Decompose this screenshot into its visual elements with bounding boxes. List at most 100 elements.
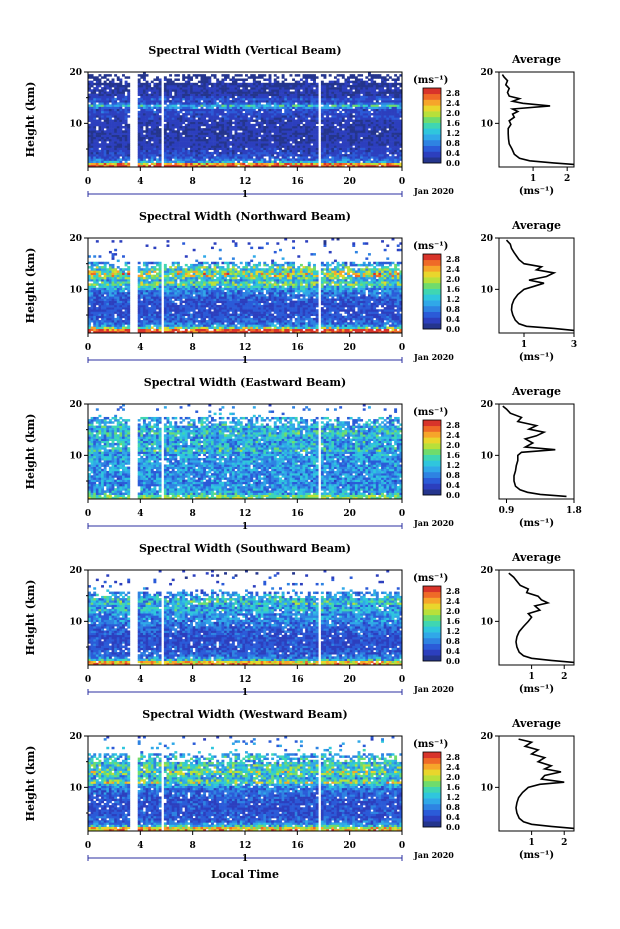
heatmap-cell xyxy=(263,93,267,97)
heatmap-cell xyxy=(195,76,199,79)
heatmap-cell xyxy=(247,100,251,103)
heatmap-cell xyxy=(386,78,390,81)
heatmap-cell xyxy=(294,119,298,122)
heatmap-cell xyxy=(174,164,178,168)
heatmap-cell xyxy=(111,141,115,144)
heatmap-cell xyxy=(388,87,392,90)
average-x-tick-label: 1 xyxy=(530,174,536,184)
heatmap-cell xyxy=(197,328,201,332)
heatmap-cell xyxy=(103,141,107,144)
heatmap-cell xyxy=(279,141,282,144)
heatmap-cell xyxy=(182,121,186,125)
heatmap-cell xyxy=(150,136,154,140)
heatmap-cell xyxy=(339,110,343,114)
heatmap-cell xyxy=(166,145,170,148)
heatmap-cell xyxy=(197,119,201,122)
heatmap-cell xyxy=(375,154,379,157)
heatmap-cell xyxy=(396,123,400,127)
heatmap-cell xyxy=(357,78,361,81)
heatmap-cell xyxy=(292,91,296,94)
heatmap-cell xyxy=(352,80,356,84)
heatmap-cell xyxy=(391,95,395,99)
heatmap-cell xyxy=(396,326,400,329)
heatmap-cell xyxy=(292,119,296,122)
heatmap-cell xyxy=(265,149,269,153)
heatmap-cell xyxy=(182,113,186,116)
heatmap-cell xyxy=(260,154,264,157)
heatmap-cell xyxy=(310,115,314,118)
heatmap-cell xyxy=(216,132,220,135)
heatmap-cell xyxy=(370,100,374,103)
heatmap-cell xyxy=(354,132,358,135)
heatmap-cell xyxy=(95,324,99,327)
heatmap-cell xyxy=(258,82,261,86)
heatmap-cell xyxy=(336,326,340,329)
heatmap-cell xyxy=(268,154,272,157)
heatmap-cell xyxy=(250,128,254,131)
heatmap-cell xyxy=(111,158,115,161)
heatmap-cell xyxy=(320,130,324,133)
heatmap-cell xyxy=(328,138,332,142)
heatmap-cell xyxy=(245,160,248,163)
heatmap-cell xyxy=(281,330,285,334)
heatmap-cell xyxy=(229,113,233,116)
heatmap-cell xyxy=(328,151,332,155)
heatmap-cell xyxy=(347,108,350,112)
heatmap-cell xyxy=(101,102,104,105)
heatmap-cell xyxy=(320,100,324,103)
heatmap-cell xyxy=(158,158,162,161)
heatmap-cell xyxy=(242,113,246,116)
colorbar-frame xyxy=(422,87,442,164)
heatmap-cell xyxy=(365,80,369,84)
heatmap-cell xyxy=(142,97,146,101)
heatmap-cell xyxy=(116,95,120,99)
heatmap-cell xyxy=(271,324,275,327)
heatmap-cell xyxy=(221,145,225,148)
heatmap-cell xyxy=(396,78,400,81)
heatmap-cell xyxy=(226,87,230,90)
heatmap-cell xyxy=(90,121,94,125)
heatmap-cell xyxy=(226,100,230,103)
heatmap-cell xyxy=(182,326,186,329)
heatmap-cell xyxy=(145,100,149,103)
heatmap-cell xyxy=(386,119,390,122)
heatmap-cell xyxy=(381,104,384,107)
heatmap-cell xyxy=(378,330,382,334)
heatmap-cell xyxy=(200,128,204,131)
heatmap-cell xyxy=(95,104,99,107)
heatmap-cell xyxy=(386,113,390,116)
heatmap-cell xyxy=(265,97,269,101)
heatmap-cell xyxy=(341,119,345,122)
heatmap-cell xyxy=(341,82,345,86)
heatmap-cell xyxy=(111,149,115,153)
heatmap-cell xyxy=(116,84,120,88)
heatmap-cell xyxy=(252,119,256,122)
heatmap-cell xyxy=(142,164,146,168)
y-tick-label: 20 xyxy=(69,68,82,78)
heatmap-cell xyxy=(153,115,157,118)
heatmap-cell xyxy=(145,136,149,140)
heatmap-cell xyxy=(231,78,235,81)
heatmap-cell xyxy=(106,115,110,118)
heatmap-cell xyxy=(386,326,390,329)
heatmap-cell xyxy=(375,130,379,133)
heatmap-cell xyxy=(367,151,371,155)
heatmap-cell xyxy=(357,324,361,327)
heatmap-cell xyxy=(336,78,340,81)
heatmap-cell xyxy=(258,115,261,118)
heatmap-cell xyxy=(265,87,269,90)
heatmap-cell xyxy=(394,87,398,90)
heatmap-cell xyxy=(315,160,319,163)
heatmap-cell xyxy=(239,149,243,153)
heatmap-cell xyxy=(391,106,395,110)
heatmap-cell xyxy=(396,132,400,135)
heatmap-cell xyxy=(357,95,361,99)
heatmap-cell xyxy=(373,121,377,125)
heatmap-cell xyxy=(116,147,120,151)
heatmap-cell xyxy=(119,162,123,166)
heatmap-cell xyxy=(200,136,204,140)
heatmap-cell xyxy=(184,130,188,133)
heatmap-cell xyxy=(255,160,259,163)
heatmap-cell xyxy=(381,113,384,116)
heatmap-cell xyxy=(386,136,390,140)
